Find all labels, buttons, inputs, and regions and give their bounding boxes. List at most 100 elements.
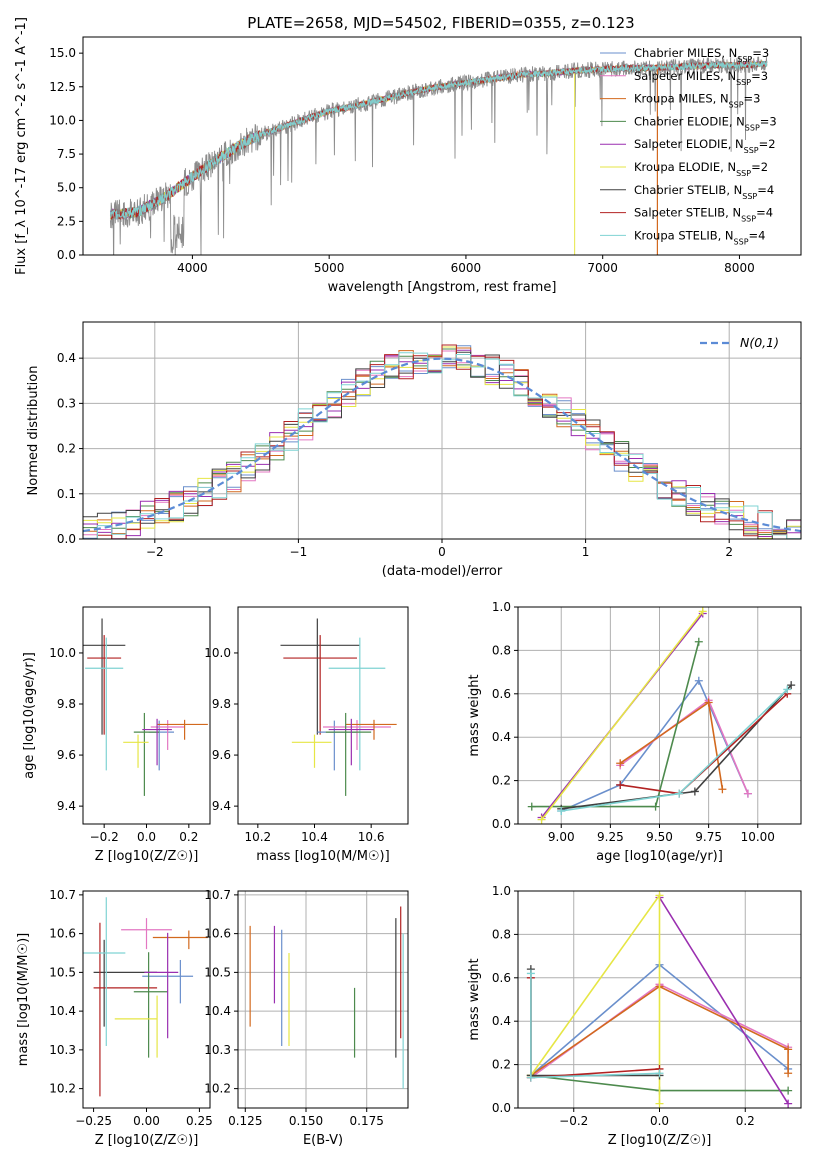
y-tick-label: 10.0	[204, 646, 231, 660]
weight-marker	[784, 1045, 793, 1054]
weight-marker	[527, 802, 536, 811]
legend-label: N(0,1)	[740, 335, 779, 350]
plot-area	[249, 906, 404, 1089]
y-tick-label: 9.6	[57, 748, 76, 762]
legend: N(0,1)	[700, 335, 779, 350]
y-tick-label: 0.2	[57, 442, 76, 456]
plot-area	[83, 344, 801, 539]
weight-marker	[784, 1086, 793, 1095]
x-tick-label: −2	[146, 545, 164, 559]
weight-marker	[616, 780, 625, 789]
y-tick-label: 9.4	[57, 799, 76, 813]
axes-frame	[82, 321, 802, 540]
normal-curve	[83, 357, 801, 533]
x-tick-label: 0.25	[186, 1114, 213, 1128]
panel-3: −0.2 0.0 0.2 9.4 9.6 9.8 10.0 Z [log10(Z/Z☉)] ag…	[22, 606, 211, 864]
x-tick-label: 5000	[314, 261, 345, 275]
plot-area	[527, 607, 796, 824]
x-tick-label: 6000	[451, 261, 482, 275]
x-tick-label: 0.2	[736, 1114, 755, 1128]
x-tick-label: 4000	[177, 261, 208, 275]
panel-6: −0.25 0.00 0.25 10.2 10.3 10.4 10.5 10.6 10.7 Z […	[16, 888, 213, 1148]
y-tick-label: 0.0	[492, 1101, 511, 1115]
x-tick-label: −0.2	[559, 1114, 588, 1128]
y-axis-label: Normed distribution	[26, 366, 41, 496]
y-tick-label: 9.8	[212, 697, 231, 711]
x-tick-label: −0.25	[75, 1114, 112, 1128]
histogram-step	[83, 344, 801, 539]
x-tick-label: −1	[290, 545, 308, 559]
x-tick-label: 0	[438, 545, 446, 559]
x-tick-label: 10.6	[358, 830, 385, 844]
axes-frame	[517, 890, 802, 1109]
plot-area	[526, 891, 793, 1108]
x-axis-label: Z [log10(Z/Z☉)]	[95, 849, 199, 864]
y-tick-label: 10.4	[204, 1004, 231, 1018]
y-tick-label: 15.0	[49, 46, 76, 60]
weight-marker	[784, 1069, 793, 1078]
weight-marker	[704, 698, 713, 707]
x-tick-label: 7000	[587, 261, 618, 275]
weight-marker	[526, 1073, 535, 1082]
weight-marker	[526, 969, 535, 978]
axes-frame	[237, 890, 409, 1109]
x-tick-label: 2	[725, 545, 733, 559]
plot-area	[83, 618, 208, 796]
y-tick-label: 10.3	[49, 1043, 76, 1057]
y-tick-label: 0.0	[57, 248, 76, 262]
weight-marker	[655, 1099, 664, 1108]
weight-line	[560, 679, 749, 812]
x-axis-label: (data-model)/error	[382, 564, 503, 579]
x-tick-label: 0.0	[137, 830, 156, 844]
x-axis-label: age [log10(age/yr)]	[596, 849, 723, 864]
weight-line	[561, 684, 792, 810]
weight-line	[620, 693, 788, 795]
weight-marker	[784, 1099, 793, 1108]
y-tick-label: 10.0	[49, 646, 76, 660]
y-tick-label: 2.5	[57, 214, 76, 228]
y-tick-label: 10.3	[204, 1043, 231, 1057]
y-tick-label: 0.6	[492, 687, 511, 701]
figure-title: PLATE=2658, MJD=54502, FIBERID=0355, z=0…	[247, 14, 634, 32]
axes-frame	[237, 606, 409, 825]
x-tick-label: 0.2	[179, 830, 198, 844]
x-tick-label: 0.175	[350, 1114, 384, 1128]
y-tick-label: 10.2	[49, 1082, 76, 1096]
y-tick-label: 0.6	[492, 971, 511, 985]
y-tick-label: 9.6	[212, 748, 231, 762]
weight-marker	[651, 802, 660, 811]
x-tick-label: 0.125	[228, 1114, 262, 1128]
x-tick-label: 10.4	[301, 830, 328, 844]
y-tick-label: 0.0	[57, 532, 76, 546]
x-tick-label: −0.2	[90, 830, 119, 844]
y-axis-label: mass weight	[467, 958, 482, 1040]
panel-4: 10.2 10.4 10.6 9.4 9.6 9.8 10.0 mass [log10(M/M…	[204, 606, 409, 864]
y-tick-label: 5.0	[57, 181, 76, 195]
y-tick-label: 0.1	[57, 487, 76, 501]
y-tick-label: 1.0	[492, 884, 511, 898]
plot-area	[280, 618, 397, 796]
legend-label: Kroupa MILES, NSSP=3	[634, 92, 760, 110]
y-tick-label: 10.4	[49, 1004, 76, 1018]
legend-label: Salpeter MILES, NSSP=3	[634, 69, 768, 87]
y-tick-label: 0.0	[492, 817, 511, 831]
x-tick-label: 9.50	[646, 830, 673, 844]
weight-line	[530, 985, 789, 1077]
plot-area	[83, 897, 208, 1097]
x-tick-label: 9.25	[597, 830, 624, 844]
legend-label: Chabrier ELODIE, NSSP=3	[634, 114, 777, 131]
y-tick-label: 12.5	[49, 80, 76, 94]
y-tick-label: 0.8	[492, 643, 511, 657]
weight-marker	[718, 785, 727, 794]
legend-label: Salpeter ELODIE, NSSP=2	[634, 137, 776, 155]
x-axis-label: Z [log10(Z/Z☉)]	[95, 1133, 199, 1148]
x-axis-label: E(B-V)	[303, 1133, 343, 1148]
weight-marker	[690, 787, 699, 796]
y-tick-label: 10.6	[49, 927, 76, 941]
panel-5: 9.00 9.25 9.50 9.75 10.00 0.0 0.2 0.4 0.6 0.8 1.0 a…	[467, 600, 802, 864]
y-tick-label: 0.2	[492, 1058, 511, 1072]
weight-line	[658, 897, 789, 1105]
y-tick-label: 10.5	[204, 965, 231, 979]
weight-marker	[787, 681, 796, 690]
x-tick-label: 0.150	[289, 1114, 323, 1128]
